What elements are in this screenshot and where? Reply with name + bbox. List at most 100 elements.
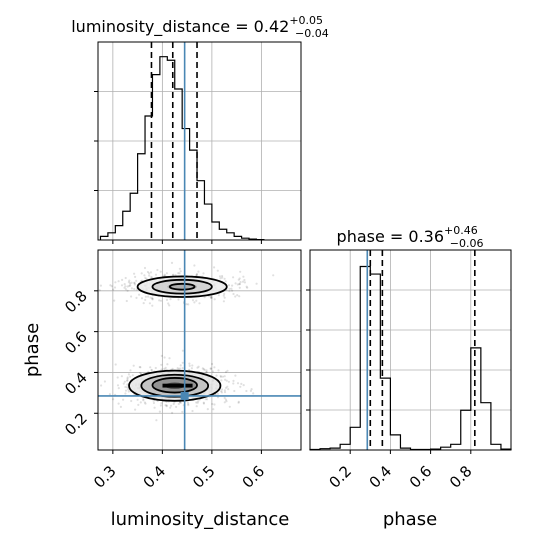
sample-point [226,385,229,388]
sample-point [126,289,129,292]
sample-point [228,290,231,293]
sample-point [209,296,212,299]
sample-point [213,298,216,301]
sample-point [137,403,140,406]
sample-point [187,404,190,407]
sample-point [242,384,245,387]
sample-point [195,273,198,276]
sample-point [122,398,125,401]
sample-point [196,366,199,369]
sample-point [205,371,208,374]
sample-point [113,286,117,289]
sample-point [213,266,216,269]
sample-point [190,367,193,370]
sample-point [123,283,126,286]
sample-point [172,402,175,406]
sample-point [140,297,144,300]
sample-point [135,296,138,299]
sample-point [202,368,205,371]
contour-line [151,278,213,295]
sample-point [223,391,227,394]
sample-point [144,295,147,298]
sample-point [224,370,228,374]
sample-point [231,284,234,287]
sample-point [237,400,240,403]
sample-point [210,296,213,299]
sample-point [181,367,184,370]
sample-point [159,404,162,407]
sample-point [232,276,235,279]
sample-point [132,364,135,367]
sample-point [130,399,133,403]
sample-point [193,264,196,267]
sample-point [165,404,168,407]
sample-point [205,371,208,374]
sample-point [131,374,134,377]
sample-point [236,294,239,297]
phase-x-axis-label: phase [383,509,437,530]
sample-point [164,274,167,277]
sample-point [216,396,220,399]
luminosity-distance-histogram-frame [97,41,302,241]
sample-point [191,409,194,413]
sample-point [232,379,235,382]
sample-point [138,365,141,369]
sample-point [117,387,120,390]
sample-point [150,368,153,371]
sample-point [128,284,131,287]
sample-point [152,401,155,405]
sample-point [237,278,240,281]
sample-point [211,402,214,406]
sample-point [126,379,129,382]
x-tick-label: 0.5 [189,462,219,492]
sample-point [238,283,241,286]
phase-histogram-panel: phase = 0.36+0.46 −0.06 0.2 0.4 0.6 0.8 phas… [306,224,512,530]
sample-point [230,287,233,290]
sample-point [197,365,200,368]
sample-point [139,371,142,374]
sample-point [245,285,248,288]
sample-point [221,276,224,279]
sample-point [112,398,115,401]
contour-line [151,377,198,394]
sample-point [113,299,116,302]
density-peak [162,383,193,388]
sample-point [237,401,240,404]
sample-point [193,301,196,304]
sample-point [198,302,201,305]
sample-point [98,289,101,292]
sample-point [151,297,154,300]
sample-point [149,271,153,274]
sample-point [176,367,179,370]
sample-point [197,270,200,273]
sample-point [164,404,167,407]
sample-point [108,393,111,396]
sample-point [232,382,235,385]
sample-point [127,373,130,376]
sample-point [217,294,220,297]
sample-point [158,299,161,302]
sample-point [133,281,136,284]
x-tick-label: 0.3 [90,462,120,492]
sample-point [205,369,208,372]
truth-marker [180,391,189,400]
sample-point [165,272,168,275]
sample-point [160,363,163,366]
sample-point [236,283,239,286]
sample-point [100,384,103,387]
sample-point [225,379,228,382]
x-tick-label: 0.4 [140,462,170,492]
sample-point [149,296,152,299]
sample-point [234,295,237,298]
x-tick-label: 0.4 [366,462,396,492]
sample-point [169,298,172,301]
sample-point [179,401,182,404]
sample-point [133,282,136,285]
sample-point [195,274,198,277]
sample-point [122,382,125,385]
sample-point [143,266,147,270]
sample-point [224,378,227,381]
sample-point [218,275,222,278]
sample-point [143,274,146,277]
sample-point [243,281,246,284]
